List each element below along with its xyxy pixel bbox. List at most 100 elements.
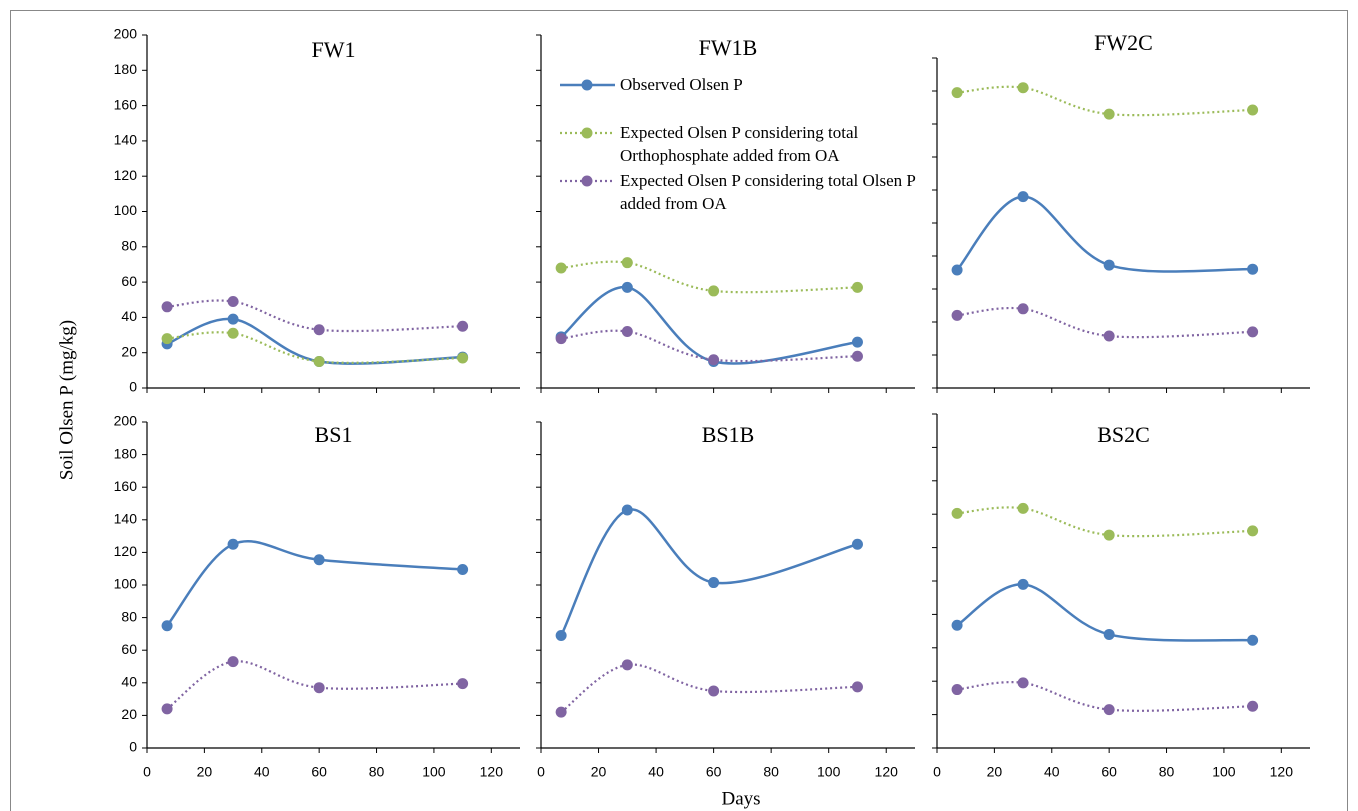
series-line [166, 331, 463, 364]
data-point [227, 538, 239, 550]
x-tick-label: 20 [197, 764, 213, 780]
data-point [708, 577, 720, 589]
series-line [560, 286, 858, 365]
data-point [457, 678, 469, 690]
data-point [1247, 326, 1259, 338]
panel-title: FW1 [312, 37, 356, 62]
data-point [457, 352, 469, 364]
y-tick-label: 80 [121, 238, 137, 254]
x-tick-label: 0 [933, 764, 941, 780]
data-point [621, 504, 633, 516]
x-tick-label: 120 [1270, 764, 1294, 780]
data-point [1017, 82, 1029, 94]
data-point [621, 281, 633, 293]
x-tick-label: 80 [763, 764, 779, 780]
data-point [951, 507, 963, 519]
x-axis-label: Days [721, 788, 760, 809]
legend-marker [581, 175, 593, 187]
y-tick-label: 0 [129, 739, 137, 755]
y-tick-label: 60 [121, 273, 137, 289]
series-line [956, 195, 1253, 273]
data-point [227, 296, 239, 308]
y-tick-label: 120 [114, 167, 138, 183]
x-tick-label: 60 [706, 764, 722, 780]
series-line [956, 506, 1253, 538]
data-point [1103, 259, 1115, 271]
data-point [851, 681, 863, 693]
data-point [555, 630, 567, 642]
data-point [708, 354, 720, 366]
y-tick-label: 20 [121, 343, 137, 359]
data-point [313, 356, 325, 368]
data-point [621, 326, 633, 338]
x-tick-label: 0 [143, 764, 151, 780]
series-line [560, 508, 858, 637]
data-point [1247, 700, 1259, 712]
data-point [313, 682, 325, 694]
x-tick-label: 60 [311, 764, 327, 780]
data-point [621, 659, 633, 671]
y-tick-label: 40 [121, 674, 137, 690]
data-point [1017, 191, 1029, 203]
y-tick-label: 200 [114, 26, 138, 42]
data-point [621, 257, 633, 269]
data-point [1103, 628, 1115, 640]
panel-title: BS1B [702, 422, 755, 447]
data-point [851, 336, 863, 348]
y-tick-label: 80 [121, 608, 137, 624]
data-point [851, 350, 863, 362]
data-point [1017, 303, 1029, 315]
data-point [951, 264, 963, 276]
series-line [166, 539, 463, 627]
data-point [1247, 104, 1259, 116]
data-point [1017, 677, 1029, 689]
data-point [1247, 525, 1259, 537]
data-point [708, 285, 720, 297]
y-tick-label: 120 [114, 543, 138, 559]
panel-title: FW2C [1094, 30, 1153, 55]
data-point [1103, 108, 1115, 120]
data-point [161, 333, 173, 345]
x-tick-label: 20 [591, 764, 607, 780]
series-line [956, 85, 1253, 117]
data-point [227, 327, 239, 339]
data-point [1247, 263, 1259, 275]
data-point [951, 309, 963, 321]
frame [10, 10, 1348, 811]
data-point [1247, 634, 1259, 646]
y-tick-label: 100 [114, 202, 138, 218]
x-tick-label: 100 [817, 764, 841, 780]
data-point [1017, 502, 1029, 514]
x-tick-label: 40 [1044, 764, 1060, 780]
data-point [161, 301, 173, 313]
panel-title: BS2C [1097, 422, 1150, 447]
panel-title: FW1B [699, 35, 758, 60]
y-tick-label: 180 [114, 445, 138, 461]
data-point [851, 281, 863, 293]
data-point [951, 684, 963, 696]
data-point [708, 685, 720, 697]
data-point [951, 87, 963, 99]
data-point [851, 538, 863, 550]
x-tick-label: 120 [480, 764, 504, 780]
y-tick-label: 20 [121, 706, 137, 722]
x-tick-label: 60 [1101, 764, 1117, 780]
x-tick-label: 40 [254, 764, 270, 780]
data-point [227, 656, 239, 668]
panel-title: BS1 [315, 422, 353, 447]
y-axis-label: Soil Olsen P (mg/kg) [56, 320, 77, 480]
y-tick-label: 140 [114, 511, 138, 527]
data-point [313, 554, 325, 566]
series-line [166, 299, 463, 333]
x-tick-label: 80 [1159, 764, 1175, 780]
series-line [956, 583, 1253, 642]
data-point [555, 333, 567, 345]
x-tick-label: 0 [537, 764, 545, 780]
data-point [555, 706, 567, 718]
y-tick-label: 60 [121, 641, 137, 657]
data-point [951, 619, 963, 631]
x-tick-label: 120 [875, 764, 899, 780]
y-tick-label: 140 [114, 132, 138, 148]
data-point [1103, 704, 1115, 716]
